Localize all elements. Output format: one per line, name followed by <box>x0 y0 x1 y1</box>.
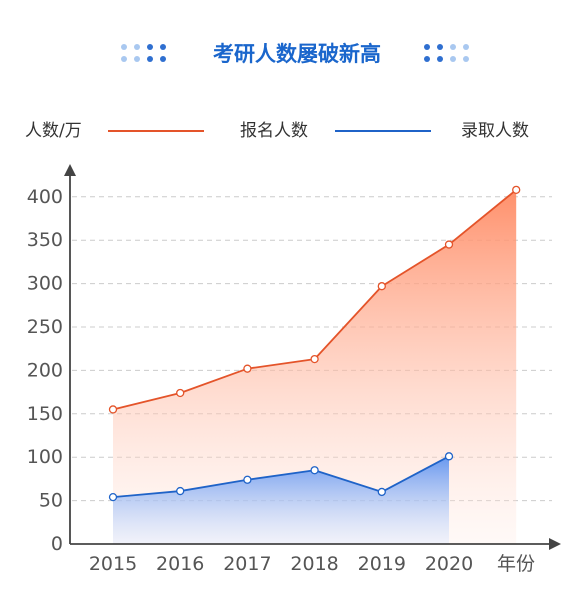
x-tick-labels: 2015 2016 2017 2018 2019 2020 <box>89 553 473 575</box>
point-admissions <box>243 475 252 484</box>
y-tick-label: 0 <box>51 533 63 555</box>
point-registrants <box>444 240 454 249</box>
point-admissions <box>377 487 386 497</box>
point-admissions <box>310 466 319 475</box>
title-dot <box>160 56 166 62</box>
x-tick-label: 2020 <box>425 553 473 575</box>
x-axis-arrow-icon <box>549 538 561 550</box>
title-dot <box>437 44 443 50</box>
x-tick-label: 2018 <box>290 553 338 575</box>
y-tick-label: 50 <box>39 490 63 512</box>
title-dot <box>147 44 153 50</box>
point-registrants <box>176 388 185 398</box>
area-registrants <box>113 189 517 544</box>
title-dots-left <box>121 44 166 62</box>
y-axis-unit-label: 人数/万 <box>25 121 82 141</box>
y-axis-arrow-icon <box>64 164 76 176</box>
point-admissions <box>444 452 454 461</box>
point-registrants <box>310 354 319 364</box>
area-admissions <box>113 456 449 544</box>
y-tick-label: 350 <box>27 229 63 251</box>
title-dot <box>134 56 140 62</box>
title-dot <box>424 56 430 62</box>
point-admissions <box>108 492 118 502</box>
y-tick-label: 250 <box>27 316 63 338</box>
point-registrants <box>377 282 386 291</box>
point-registrants <box>108 405 118 414</box>
title-dot <box>134 44 140 50</box>
y-tick-labels: 0 50 100 150 200 250 300 350 400 <box>27 186 63 555</box>
title-dot <box>463 56 469 62</box>
line-admissions <box>112 455 450 499</box>
y-tick-label: 150 <box>27 403 63 425</box>
title-dot <box>121 44 127 50</box>
x-axis-label: 年份 <box>497 553 535 575</box>
y-tick-label: 300 <box>27 273 63 295</box>
series-areas <box>113 189 517 544</box>
x-tick-label: 2015 <box>89 553 137 575</box>
title-dot <box>450 44 456 50</box>
title-dot <box>147 56 153 62</box>
title-dot <box>121 56 127 62</box>
point-registrants <box>243 364 252 373</box>
x-tick-label: 2019 <box>358 553 406 575</box>
x-tick-label: 2017 <box>223 553 271 575</box>
y-tick-label: 100 <box>27 446 63 468</box>
x-tick-label: 2016 <box>156 553 204 575</box>
title-dot <box>437 56 443 62</box>
legend-label-registrants: 报名人数 <box>240 121 308 141</box>
y-tick-label: 400 <box>27 186 63 208</box>
title-dots-right <box>424 44 469 62</box>
title-dot <box>463 44 469 50</box>
y-tick-label: 200 <box>27 359 63 381</box>
title-dot <box>160 44 166 50</box>
point-registrants <box>512 185 521 195</box>
legend-label-admissions: 录取人数 <box>461 121 529 141</box>
chart-title: 考研人数屡破新高 <box>213 42 381 66</box>
title-dot <box>424 44 430 50</box>
series-points <box>108 185 521 502</box>
point-admissions <box>176 486 185 496</box>
title-dot <box>450 56 456 62</box>
